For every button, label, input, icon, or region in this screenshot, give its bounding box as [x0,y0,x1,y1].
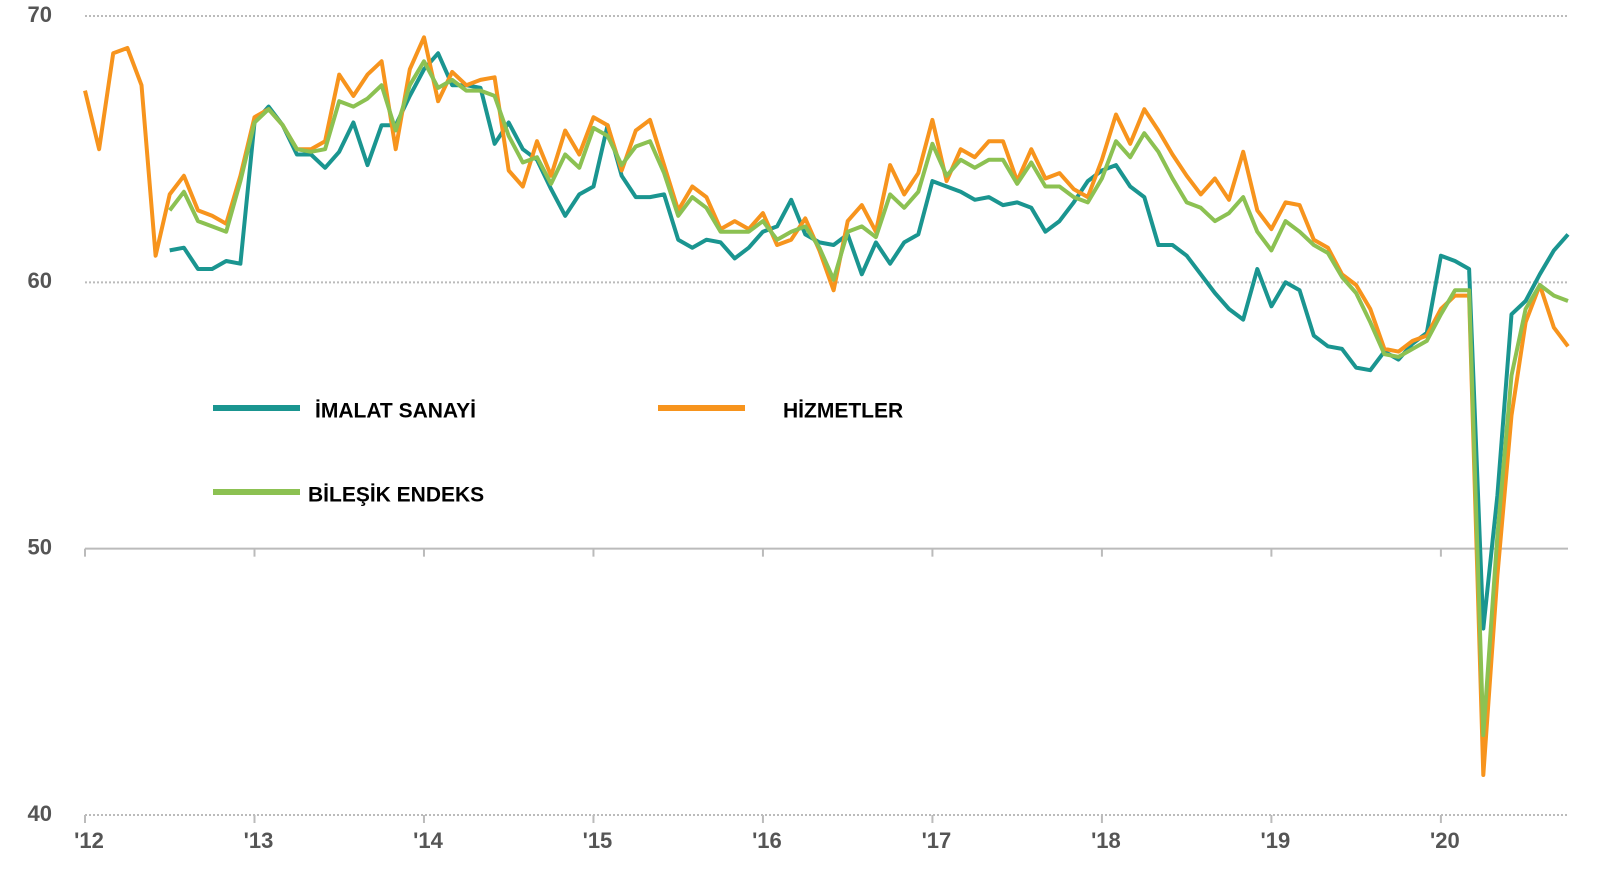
x-tick-label: '20 [1430,828,1460,853]
legend-label: BİLEŞİK ENDEKS [308,484,484,507]
legend-label: HİZMETLER [783,400,903,423]
x-tick-label: '18 [1091,828,1121,853]
y-tick-label: 40 [28,801,52,826]
x-tick-label: '17 [922,828,952,853]
x-tick-label: '16 [752,828,782,853]
y-tick-label: 70 [28,2,52,27]
x-tick-label: '12 [74,828,104,853]
series-line [83,35,1570,777]
series-line [169,51,1570,631]
series-line [168,59,1569,738]
x-tick-label: '19 [1261,828,1291,853]
y-tick-label: 50 [28,534,52,559]
x-tick-label: '13 [244,828,274,853]
legend-label: İMALAT SANAYİ [315,400,476,423]
x-tick-label: '15 [583,828,613,853]
y-tick-label: 60 [28,268,52,293]
x-tick-label: '14 [413,828,443,853]
